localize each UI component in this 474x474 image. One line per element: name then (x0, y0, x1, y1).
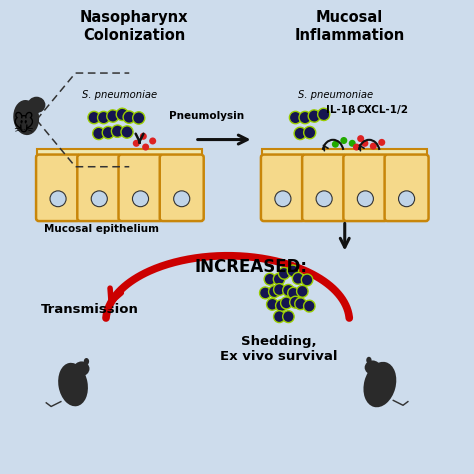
Ellipse shape (123, 111, 135, 123)
Circle shape (349, 140, 356, 147)
Ellipse shape (121, 126, 133, 138)
Circle shape (353, 144, 360, 151)
FancyBboxPatch shape (77, 155, 121, 221)
Ellipse shape (13, 100, 39, 135)
Ellipse shape (366, 357, 372, 364)
FancyBboxPatch shape (36, 155, 80, 221)
Ellipse shape (357, 191, 374, 207)
Text: Nasopharynx
Colonization: Nasopharynx Colonization (80, 10, 188, 44)
Ellipse shape (107, 110, 119, 122)
Ellipse shape (132, 191, 148, 207)
Ellipse shape (295, 298, 306, 310)
Circle shape (332, 141, 339, 148)
Ellipse shape (316, 191, 332, 207)
Circle shape (142, 144, 149, 151)
Ellipse shape (173, 191, 190, 207)
Text: INCREASED:: INCREASED: (194, 258, 308, 276)
Ellipse shape (116, 108, 128, 120)
Ellipse shape (27, 97, 46, 113)
Ellipse shape (364, 362, 396, 407)
Ellipse shape (73, 361, 90, 376)
Ellipse shape (297, 285, 308, 297)
Circle shape (133, 140, 140, 147)
Circle shape (361, 140, 368, 147)
Ellipse shape (102, 127, 114, 139)
Circle shape (357, 135, 364, 142)
Text: IL-1β: IL-1β (326, 105, 356, 115)
Ellipse shape (275, 191, 291, 207)
Ellipse shape (88, 111, 100, 124)
Ellipse shape (84, 358, 89, 365)
Circle shape (370, 143, 377, 150)
FancyBboxPatch shape (261, 155, 305, 221)
Ellipse shape (269, 286, 280, 298)
Text: Shedding,
Ex vivo survival: Shedding, Ex vivo survival (220, 336, 338, 364)
Ellipse shape (91, 191, 107, 207)
Ellipse shape (275, 300, 287, 311)
Circle shape (340, 137, 347, 144)
FancyBboxPatch shape (118, 155, 163, 221)
Text: 🐭: 🐭 (13, 114, 35, 135)
Ellipse shape (283, 311, 294, 323)
Ellipse shape (273, 273, 285, 285)
Ellipse shape (133, 112, 145, 124)
FancyBboxPatch shape (302, 155, 346, 221)
FancyBboxPatch shape (160, 155, 204, 221)
FancyBboxPatch shape (343, 155, 387, 221)
Ellipse shape (290, 111, 301, 124)
Circle shape (149, 137, 156, 145)
Text: Pneumolysin: Pneumolysin (169, 111, 244, 121)
Ellipse shape (278, 267, 290, 279)
Ellipse shape (294, 127, 306, 140)
Ellipse shape (290, 296, 301, 308)
Ellipse shape (399, 191, 415, 207)
Text: Mucosal
Inflammation: Mucosal Inflammation (294, 10, 404, 44)
Ellipse shape (292, 273, 304, 284)
Circle shape (140, 133, 147, 140)
Ellipse shape (264, 273, 276, 285)
FancyBboxPatch shape (384, 155, 428, 221)
FancyBboxPatch shape (37, 149, 202, 157)
Text: CXCL-1/2: CXCL-1/2 (356, 105, 408, 115)
Ellipse shape (308, 110, 320, 122)
Ellipse shape (111, 125, 124, 137)
Ellipse shape (260, 287, 271, 299)
Ellipse shape (98, 111, 109, 124)
Ellipse shape (58, 363, 88, 406)
Circle shape (378, 139, 385, 146)
Text: S. pneumoniae: S. pneumoniae (82, 90, 157, 100)
FancyBboxPatch shape (262, 149, 427, 157)
Ellipse shape (303, 300, 315, 312)
Ellipse shape (50, 191, 66, 207)
Ellipse shape (283, 284, 294, 296)
Text: Transmission: Transmission (40, 303, 138, 316)
Ellipse shape (304, 127, 316, 139)
Ellipse shape (287, 265, 299, 277)
Ellipse shape (273, 311, 285, 323)
Ellipse shape (281, 297, 292, 309)
Ellipse shape (273, 283, 285, 295)
Text: Mucosal epithelium: Mucosal epithelium (44, 224, 159, 234)
Ellipse shape (288, 287, 299, 299)
Ellipse shape (299, 111, 311, 124)
Ellipse shape (301, 274, 313, 286)
Ellipse shape (318, 108, 330, 120)
Text: S. pneumoniae: S. pneumoniae (298, 90, 373, 100)
Ellipse shape (266, 298, 278, 310)
Ellipse shape (365, 360, 381, 374)
Ellipse shape (92, 127, 105, 140)
